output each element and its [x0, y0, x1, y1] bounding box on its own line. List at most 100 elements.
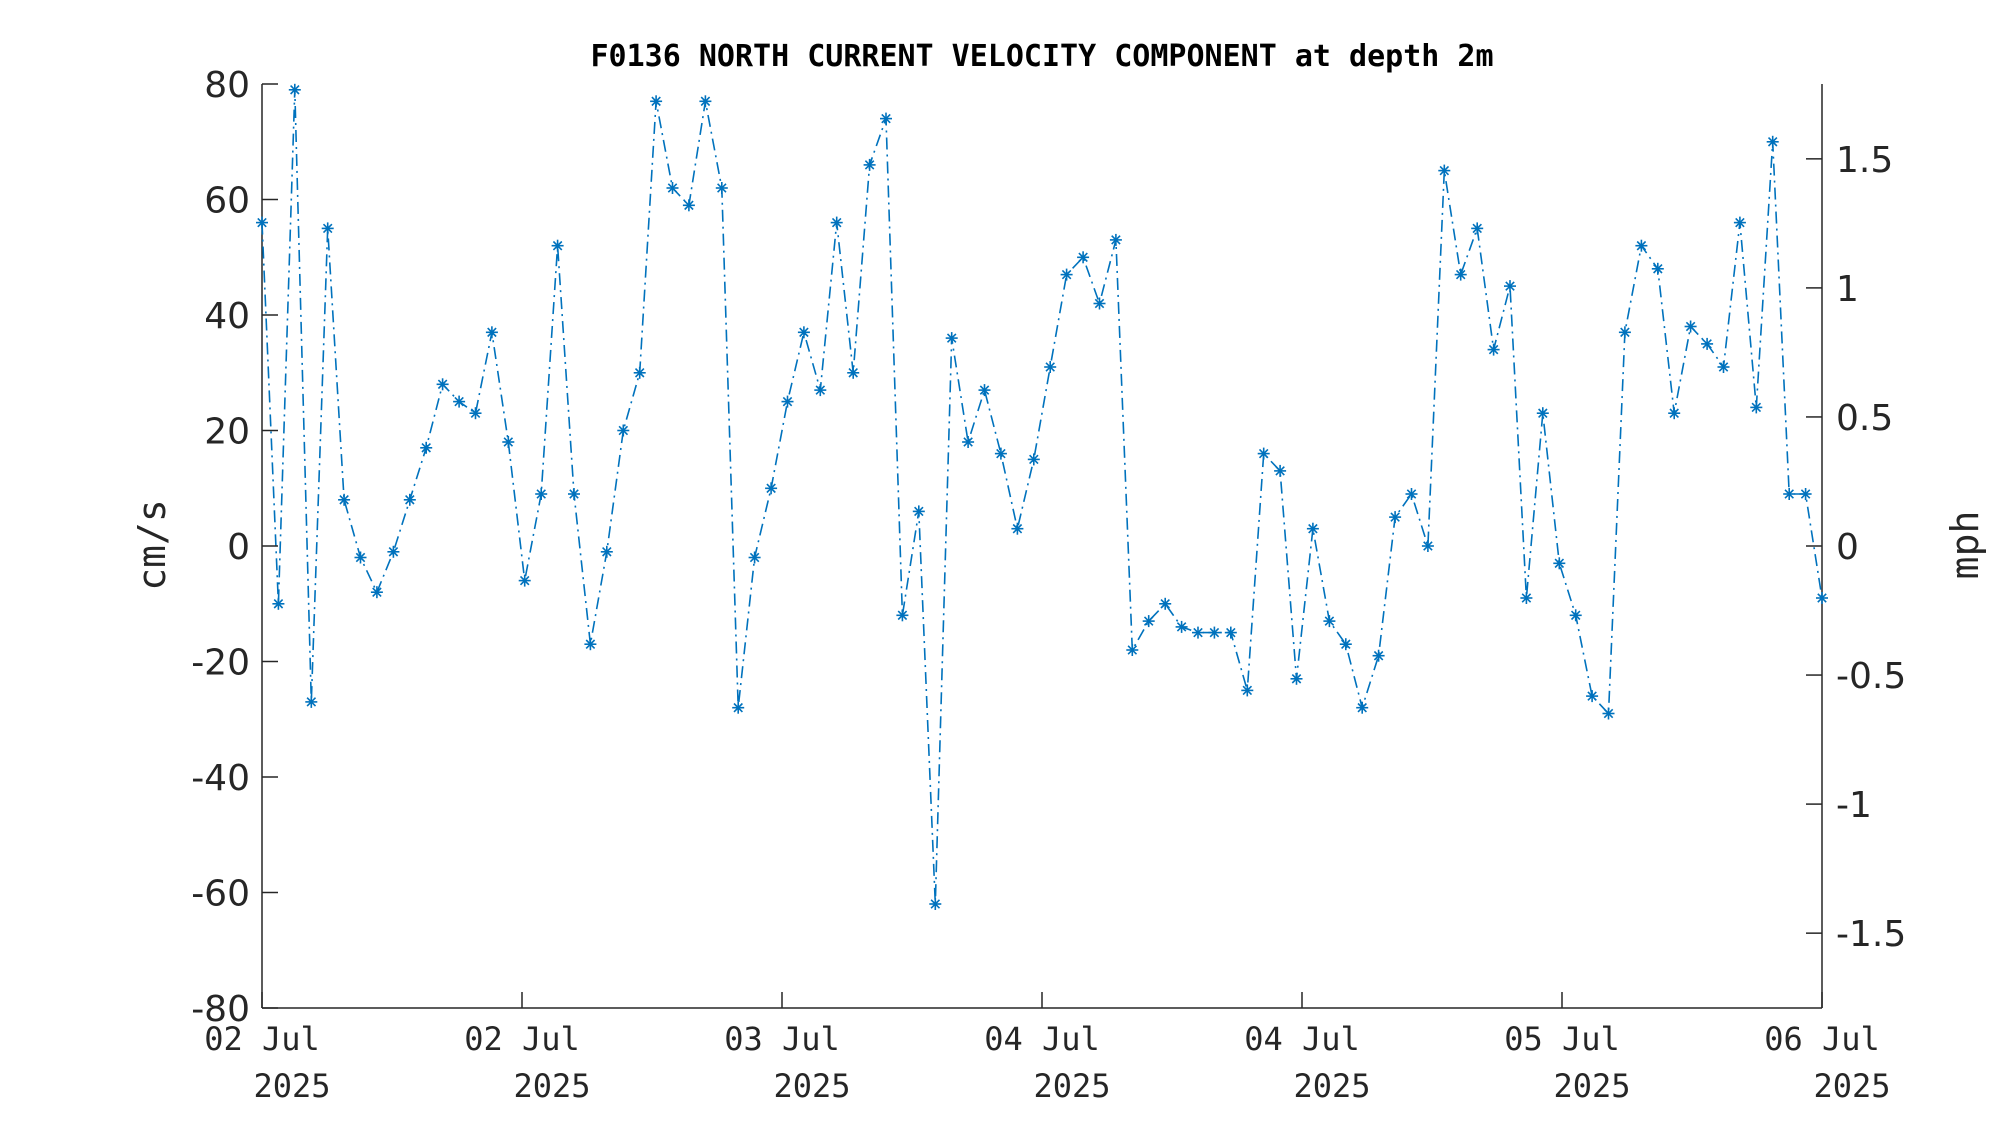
y2-tick-label: 0: [1836, 527, 1859, 568]
data-point: [1553, 557, 1566, 570]
data-point: [781, 395, 794, 408]
data-point: [863, 158, 876, 171]
data-point: [633, 366, 646, 379]
data-point: [666, 182, 679, 194]
y-tick-label: -80: [191, 989, 250, 1030]
data-point: [1241, 684, 1254, 697]
data-point: [370, 586, 383, 599]
data-point: [1159, 597, 1172, 610]
data-point: [420, 441, 433, 454]
data-point: [797, 326, 810, 339]
data-point: [1717, 361, 1730, 373]
data-point: [584, 638, 597, 651]
data-point: [748, 551, 761, 564]
data-point: [1733, 216, 1746, 229]
data-point: [1569, 609, 1582, 622]
data-point: [1618, 326, 1631, 339]
y-tick-label: -60: [191, 874, 250, 915]
x-axis: 02 Jul 2025 02 Jul 2025 03 Jul 2025 04 Jul 2025…: [204, 992, 1891, 1105]
data-point: [617, 424, 630, 437]
y2-tick-label: -1: [1836, 785, 1872, 826]
x-tick-day: 05 Jul: [1504, 1020, 1620, 1058]
data-point: [288, 83, 301, 96]
data-point: [1816, 592, 1828, 604]
y-tick-label: -20: [191, 643, 250, 684]
data-point: [1290, 672, 1303, 685]
data-point: [1421, 540, 1434, 552]
data-point: [1224, 626, 1237, 639]
data-point: [1323, 615, 1336, 628]
plot-area: [256, 83, 1828, 1009]
data-point: [1504, 280, 1516, 293]
data-point: [485, 326, 498, 339]
right-y-axis: 1.5 1 0.5 0 -0.5 -1 -1.5: [1806, 140, 1906, 955]
y2-tick-label: 1.5: [1836, 140, 1893, 181]
data-point: [436, 378, 449, 391]
x-tick-day: 02 Jul: [204, 1020, 320, 1058]
data-point: [1454, 268, 1467, 281]
data-point: [1356, 701, 1369, 714]
y-tick-label: 40: [204, 296, 250, 337]
data-point: [518, 574, 531, 587]
data-point: [1701, 337, 1714, 350]
data-point: [354, 551, 367, 564]
y2-axis-label: mph: [1943, 511, 1987, 580]
y-axis-label: cm/s: [130, 499, 174, 591]
data-point: [1389, 511, 1402, 524]
x-tick-year: 2025: [1553, 1067, 1630, 1105]
y-tick-label: 80: [204, 65, 250, 106]
data-point: [945, 332, 958, 345]
data-point: [321, 222, 334, 235]
data-point: [1142, 615, 1155, 628]
data-point: [1487, 343, 1500, 356]
x-tick-year: 2025: [513, 1067, 590, 1105]
data-point: [1126, 644, 1139, 656]
data-point: [1783, 488, 1796, 500]
x-tick-year: 2025: [1033, 1067, 1110, 1105]
data-point: [338, 493, 351, 506]
data-point: [1257, 447, 1270, 460]
data-point: [1027, 453, 1040, 466]
data-point: [847, 366, 860, 379]
data-point: [305, 695, 318, 708]
y2-tick-label: 1: [1836, 269, 1859, 310]
series-line: [261, 89, 1823, 905]
data-point: [896, 609, 909, 622]
data-point: [715, 182, 728, 194]
y2-tick-label: 0.5: [1836, 398, 1893, 439]
data-point: [1799, 488, 1812, 500]
data-point: [1109, 233, 1122, 246]
left-y-axis: 80 60 40 20 0 -20 -40 -60 -80: [191, 65, 278, 1030]
data-point: [600, 545, 613, 558]
chart-title: F0136 NORTH CURRENT VELOCITY COMPONENT a…: [590, 39, 1493, 74]
x-tick-year: 2025: [1293, 1067, 1370, 1105]
data-point: [1684, 320, 1697, 333]
data-point: [929, 898, 942, 910]
data-point: [699, 95, 712, 108]
data-point: [732, 701, 745, 714]
data-point: [978, 384, 991, 397]
data-point: [1766, 135, 1779, 148]
data-point: [814, 384, 827, 397]
data-point: [650, 95, 663, 108]
y2-tick-label: -1.5: [1836, 914, 1906, 955]
data-point: [1668, 407, 1681, 420]
y-tick-label: 20: [204, 412, 250, 453]
y-tick-label: 0: [227, 527, 250, 568]
data-point: [1586, 690, 1599, 703]
data-point: [1438, 164, 1451, 177]
data-point: [1536, 407, 1549, 420]
x-tick-year: 2025: [773, 1067, 850, 1105]
data-point: [1602, 707, 1615, 720]
data-point: [765, 482, 778, 495]
data-point: [1011, 522, 1024, 535]
data-point: [551, 239, 564, 252]
data-point: [1520, 592, 1533, 604]
data-point: [387, 545, 400, 558]
data-point: [1306, 522, 1319, 535]
data-point: [1044, 361, 1057, 373]
data-point: [994, 447, 1007, 460]
y2-tick-label: -0.5: [1836, 656, 1906, 697]
data-point: [912, 505, 925, 518]
